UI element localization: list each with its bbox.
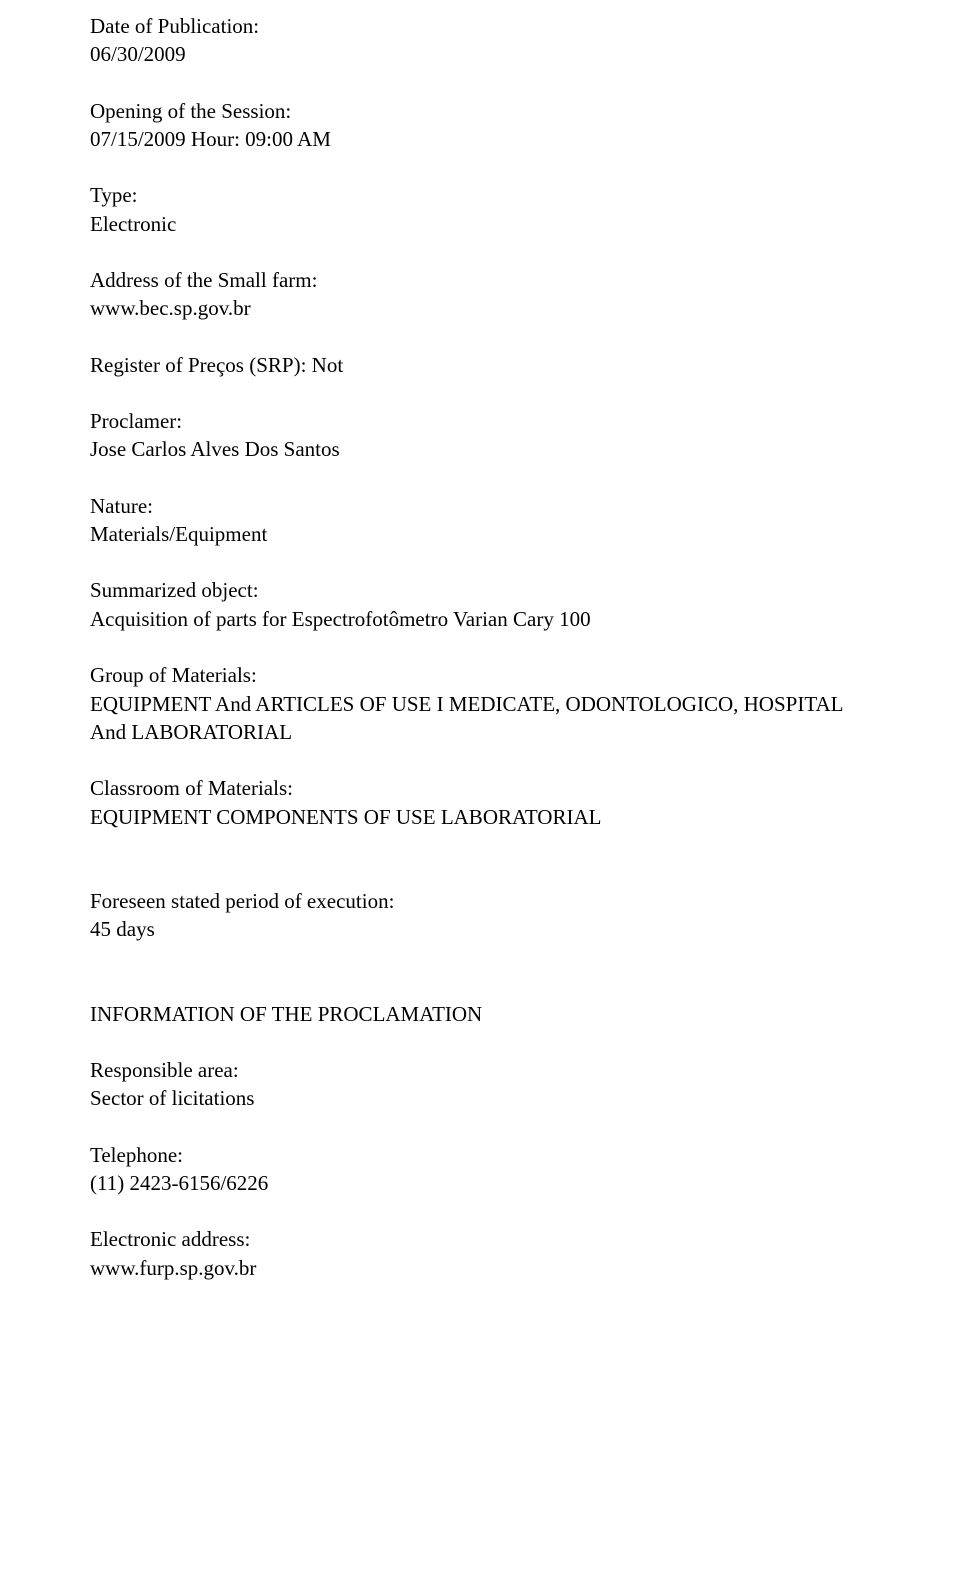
telephone-value: (11) 2423-6156/6226 xyxy=(90,1169,870,1197)
session-label: Opening of the Session: xyxy=(90,97,870,125)
classroom-label: Classroom of Materials: xyxy=(90,774,870,802)
summarized-block: Summarized object: Acquisition of parts … xyxy=(90,576,870,633)
proclamer-value: Jose Carlos Alves Dos Santos xyxy=(90,435,870,463)
nature-block: Nature: Materials/Equipment xyxy=(90,492,870,549)
responsible-label: Responsible area: xyxy=(90,1056,870,1084)
session-block: Opening of the Session: 07/15/2009 Hour:… xyxy=(90,97,870,154)
nature-value: Materials/Equipment xyxy=(90,520,870,548)
address-value: www.bec.sp.gov.br xyxy=(90,294,870,322)
electronic-label: Electronic address: xyxy=(90,1225,870,1253)
info-heading: INFORMATION OF THE PROCLAMATION xyxy=(90,1000,870,1028)
proclamer-label: Proclamer: xyxy=(90,407,870,435)
group-block: Group of Materials: EQUIPMENT And ARTICL… xyxy=(90,661,870,746)
period-block: Foreseen stated period of execution: 45 … xyxy=(90,887,870,944)
period-label: Foreseen stated period of execution: xyxy=(90,887,870,915)
register-block: Register of Preços (SRP): Not xyxy=(90,351,870,379)
telephone-block: Telephone: (11) 2423-6156/6226 xyxy=(90,1141,870,1198)
info-heading-block: INFORMATION OF THE PROCLAMATION xyxy=(90,1000,870,1028)
responsible-block: Responsible area: Sector of licitations xyxy=(90,1056,870,1113)
publication-block: Date of Publication: 06/30/2009 xyxy=(90,12,870,69)
address-label: Address of the Small farm: xyxy=(90,266,870,294)
document-page: Date of Publication: 06/30/2009 Opening … xyxy=(0,0,960,1350)
classroom-block: Classroom of Materials: EQUIPMENT COMPON… xyxy=(90,774,870,831)
type-label: Type: xyxy=(90,181,870,209)
telephone-label: Telephone: xyxy=(90,1141,870,1169)
proclamer-block: Proclamer: Jose Carlos Alves Dos Santos xyxy=(90,407,870,464)
classroom-value: EQUIPMENT COMPONENTS OF USE LABORATORIAL xyxy=(90,803,870,831)
publication-label: Date of Publication: xyxy=(90,12,870,40)
address-block: Address of the Small farm: www.bec.sp.go… xyxy=(90,266,870,323)
electronic-block: Electronic address: www.furp.sp.gov.br xyxy=(90,1225,870,1282)
nature-label: Nature: xyxy=(90,492,870,520)
publication-value: 06/30/2009 xyxy=(90,40,870,68)
type-value: Electronic xyxy=(90,210,870,238)
period-value: 45 days xyxy=(90,915,870,943)
responsible-value: Sector of licitations xyxy=(90,1084,870,1112)
session-value: 07/15/2009 Hour: 09:00 AM xyxy=(90,125,870,153)
electronic-value: www.furp.sp.gov.br xyxy=(90,1254,870,1282)
group-label: Group of Materials: xyxy=(90,661,870,689)
type-block: Type: Electronic xyxy=(90,181,870,238)
summarized-value: Acquisition of parts for Espectrofotômet… xyxy=(90,605,870,633)
register-line: Register of Preços (SRP): Not xyxy=(90,351,870,379)
group-value: EQUIPMENT And ARTICLES OF USE I MEDICATE… xyxy=(90,690,870,747)
summarized-label: Summarized object: xyxy=(90,576,870,604)
